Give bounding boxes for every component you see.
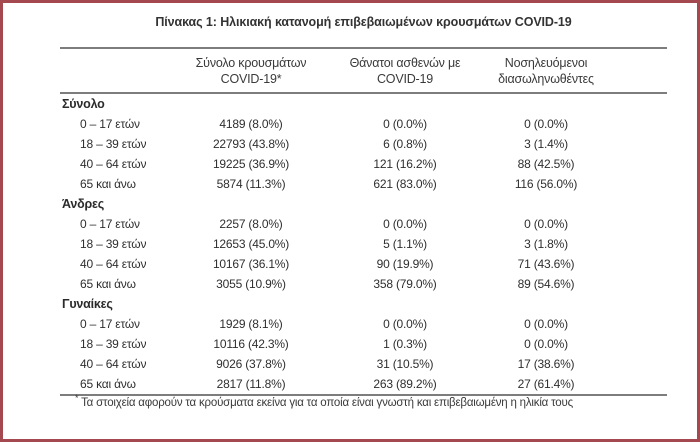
filler-cell xyxy=(604,334,667,354)
header-empty-cell xyxy=(604,48,667,94)
footnote-text: Τα στοιχεία αφορούν τα κρούσματα εκείνα … xyxy=(81,397,573,409)
filler-cell xyxy=(604,254,667,274)
footnote-marker: * xyxy=(75,393,79,404)
table-row: 65 και άνω 2817 (11.8%) 263 (89.2%) 27 (… xyxy=(60,374,667,395)
header-intubated: Νοσηλευόμενοι διασωληνωθέντες xyxy=(488,48,604,94)
section-row-women: Γυναίκες xyxy=(60,294,667,314)
filler-cell xyxy=(604,214,667,234)
cases-value: 19225 (36.9%) xyxy=(212,157,290,171)
intubated-value: 89 (54.6%) xyxy=(517,277,575,291)
deaths-value: 0 (0.0%) xyxy=(383,217,427,231)
cases-value: 1929 (8.1%) xyxy=(219,317,283,331)
section-label: Άνδρες xyxy=(62,197,105,211)
table-row: 18 – 39 ετών 12653 (45.0%) 5 (1.1%) 3 (1… xyxy=(60,234,667,254)
header-row: Σύνολο κρουσμάτων COVID-19* Θάνατοι ασθε… xyxy=(60,48,667,94)
header-intubated-line2: διασωληνωθέντες xyxy=(498,72,594,86)
intubated-value: 17 (38.6%) xyxy=(517,357,575,371)
header-deaths: Θάνατοι ασθενών με COVID-19 xyxy=(322,48,488,94)
deaths-value: 6 (0.8%) xyxy=(383,137,427,151)
deaths-value: 621 (83.0%) xyxy=(373,177,437,191)
deaths-value: 5 (1.1%) xyxy=(383,237,427,251)
header-deaths-line2: COVID-19 xyxy=(376,72,434,86)
header-deaths-line1: Θάνατοι ασθενών με xyxy=(349,56,461,70)
table-row: 0 – 17 ετών 1929 (8.1%) 0 (0.0%) 0 (0.0%… xyxy=(60,314,667,334)
age-label: 40 – 64 ετών xyxy=(80,257,147,271)
age-label: 40 – 64 ετών xyxy=(80,357,147,371)
deaths-value: 0 (0.0%) xyxy=(383,117,427,131)
deaths-value: 121 (16.2%) xyxy=(373,157,437,171)
intubated-value: 3 (1.8%) xyxy=(524,237,568,251)
intubated-value: 116 (56.0%) xyxy=(514,177,578,191)
header-total-cases-line2: COVID-19* xyxy=(220,72,282,86)
deaths-value: 1 (0.3%) xyxy=(383,337,427,351)
intubated-value: 0 (0.0%) xyxy=(524,337,568,351)
header-total-cases-line1: Σύνολο κρουσμάτων xyxy=(195,56,307,70)
table-row: 0 – 17 ετών 4189 (8.0%) 0 (0.0%) 0 (0.0%… xyxy=(60,114,667,134)
age-label: 18 – 39 ετών xyxy=(80,337,147,351)
deaths-value: 263 (89.2%) xyxy=(373,377,437,391)
deaths-value: 358 (79.0%) xyxy=(373,277,437,291)
age-label: 0 – 17 ετών xyxy=(80,117,140,131)
age-label: 40 – 64 ετών xyxy=(80,157,147,171)
age-label: 65 και άνω xyxy=(80,277,136,291)
header-intubated-line1: Νοσηλευόμενοι xyxy=(504,56,588,70)
table-row: 40 – 64 ετών 10167 (36.1%) 90 (19.9%) 71… xyxy=(60,254,667,274)
age-label: 18 – 39 ετών xyxy=(80,237,147,251)
table-row: 40 – 64 ετών 19225 (36.9%) 121 (16.2%) 8… xyxy=(60,154,667,174)
intubated-value: 27 (61.4%) xyxy=(517,377,575,391)
intubated-value: 71 (43.6%) xyxy=(517,257,575,271)
cases-value: 4189 (8.0%) xyxy=(219,117,283,131)
age-label: 0 – 17 ετών xyxy=(80,317,140,331)
filler-cell xyxy=(604,114,667,134)
intubated-value: 0 (0.0%) xyxy=(524,217,568,231)
filler-cell xyxy=(604,314,667,334)
table-row: 65 και άνω 5874 (11.3%) 621 (83.0%) 116 … xyxy=(60,174,667,194)
table-row: 40 – 64 ετών 9026 (37.8%) 31 (10.5%) 17 … xyxy=(60,354,667,374)
filler-cell xyxy=(604,374,667,395)
cases-value: 9026 (37.8%) xyxy=(216,357,286,371)
cases-value: 22793 (43.8%) xyxy=(212,137,290,151)
section-row-men: Άνδρες xyxy=(60,194,667,214)
section-label: Σύνολο xyxy=(62,97,105,111)
filler-cell xyxy=(604,174,667,194)
filler-cell xyxy=(604,354,667,374)
table-row: 18 – 39 ετών 10116 (42.3%) 1 (0.3%) 0 (0… xyxy=(60,334,667,354)
section-label: Γυναίκες xyxy=(62,297,113,311)
cases-value: 10116 (42.3%) xyxy=(213,337,289,351)
cases-value: 2257 (8.0%) xyxy=(219,217,283,231)
cases-value: 3055 (10.9%) xyxy=(216,277,286,291)
table-row: 0 – 17 ετών 2257 (8.0%) 0 (0.0%) 0 (0.0%… xyxy=(60,214,667,234)
intubated-value: 88 (42.5%) xyxy=(517,157,575,171)
filler-cell xyxy=(604,154,667,174)
intubated-value: 3 (1.4%) xyxy=(524,137,568,151)
filler-cell xyxy=(604,274,667,294)
intubated-value: 0 (0.0%) xyxy=(524,117,568,131)
header-total-cases: Σύνολο κρουσμάτων COVID-19* xyxy=(180,48,322,94)
cases-value: 12653 (45.0%) xyxy=(212,237,290,251)
age-label: 65 και άνω xyxy=(80,377,136,391)
section-row-total: Σύνολο xyxy=(60,93,667,114)
cases-value: 5874 (11.3%) xyxy=(216,177,286,191)
deaths-value: 31 (10.5%) xyxy=(376,357,434,371)
covid-age-distribution-table: Σύνολο κρουσμάτων COVID-19* Θάνατοι ασθε… xyxy=(60,47,667,396)
deaths-value: 0 (0.0%) xyxy=(383,317,427,331)
deaths-value: 90 (19.9%) xyxy=(376,257,434,271)
age-label: 65 και άνω xyxy=(80,177,136,191)
age-label: 18 – 39 ετών xyxy=(80,137,147,151)
filler-cell xyxy=(604,134,667,154)
table-row: 65 και άνω 3055 (10.9%) 358 (79.0%) 89 (… xyxy=(60,274,667,294)
table-row: 18 – 39 ετών 22793 (43.8%) 6 (0.8%) 3 (1… xyxy=(60,134,667,154)
intubated-value: 0 (0.0%) xyxy=(524,317,568,331)
table-title: Πίνακας 1: Ηλικιακή κατανομή επιβεβαιωμέ… xyxy=(155,15,572,29)
cases-value: 2817 (11.8%) xyxy=(216,377,286,391)
header-empty-cell xyxy=(60,48,180,94)
filler-cell xyxy=(604,234,667,254)
cases-value: 10167 (36.1%) xyxy=(212,257,290,271)
footnote: * Τα στοιχεία αφορούν τα κρούσματα εκείν… xyxy=(75,394,573,409)
age-label: 0 – 17 ετών xyxy=(80,217,140,231)
